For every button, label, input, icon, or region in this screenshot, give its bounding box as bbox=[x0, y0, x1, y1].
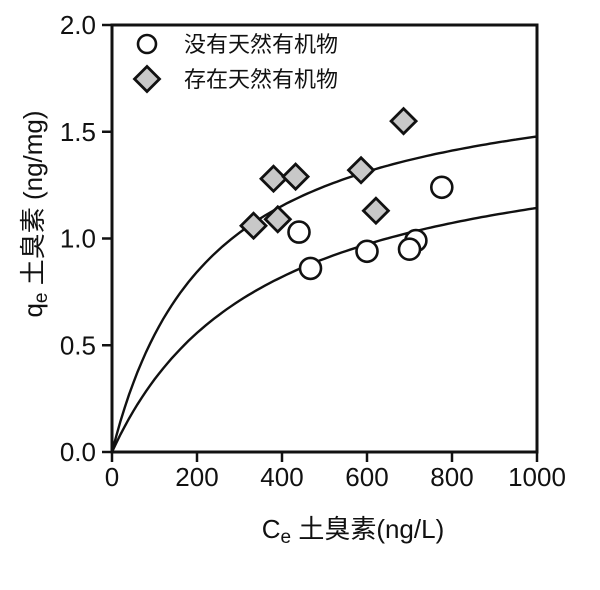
data-point-circle bbox=[287, 220, 311, 244]
fit-curve-0 bbox=[110, 206, 538, 453]
x-axis-title: Ce 土臭素(ng/L) bbox=[262, 514, 445, 548]
x-tick-label: 600 bbox=[345, 462, 388, 492]
data-point-diamond bbox=[346, 155, 376, 185]
data-point-diamond bbox=[239, 211, 268, 241]
x-tick-label: 1000 bbox=[508, 462, 566, 492]
y-tick-label: 0.0 bbox=[60, 437, 96, 467]
x-tick-label: 400 bbox=[260, 462, 303, 492]
y-tick-label: 1.0 bbox=[60, 224, 96, 254]
data-point-circle bbox=[429, 175, 454, 200]
y-axis-title: qe 土臭素 (ng/mg) bbox=[18, 110, 52, 317]
data-point-diamond bbox=[263, 204, 293, 234]
data-point-diamond bbox=[259, 164, 288, 194]
legend-diamond-marker bbox=[132, 64, 162, 94]
data-point-circle bbox=[298, 256, 323, 281]
y-tick-label: 1.5 bbox=[60, 117, 96, 147]
x-tick-label: 800 bbox=[430, 462, 473, 492]
legend-label-with-nom: 存在天然有机物 bbox=[184, 67, 338, 92]
legend-circle-marker bbox=[136, 33, 158, 55]
data-point-diamond bbox=[281, 162, 311, 192]
data-point-circle bbox=[355, 239, 379, 264]
data-point-diamond bbox=[389, 106, 419, 136]
y-tick-label: 0.5 bbox=[60, 330, 96, 360]
x-tick-label: 200 bbox=[175, 462, 218, 492]
legend-label-no-nom: 没有天然有机物 bbox=[184, 32, 338, 57]
data-point-circle bbox=[397, 237, 422, 261]
y-tick-label: 2.0 bbox=[60, 10, 96, 40]
fit-curve-1 bbox=[110, 135, 538, 453]
x-tick-label: 0 bbox=[105, 462, 119, 492]
data-point-diamond bbox=[361, 196, 391, 226]
